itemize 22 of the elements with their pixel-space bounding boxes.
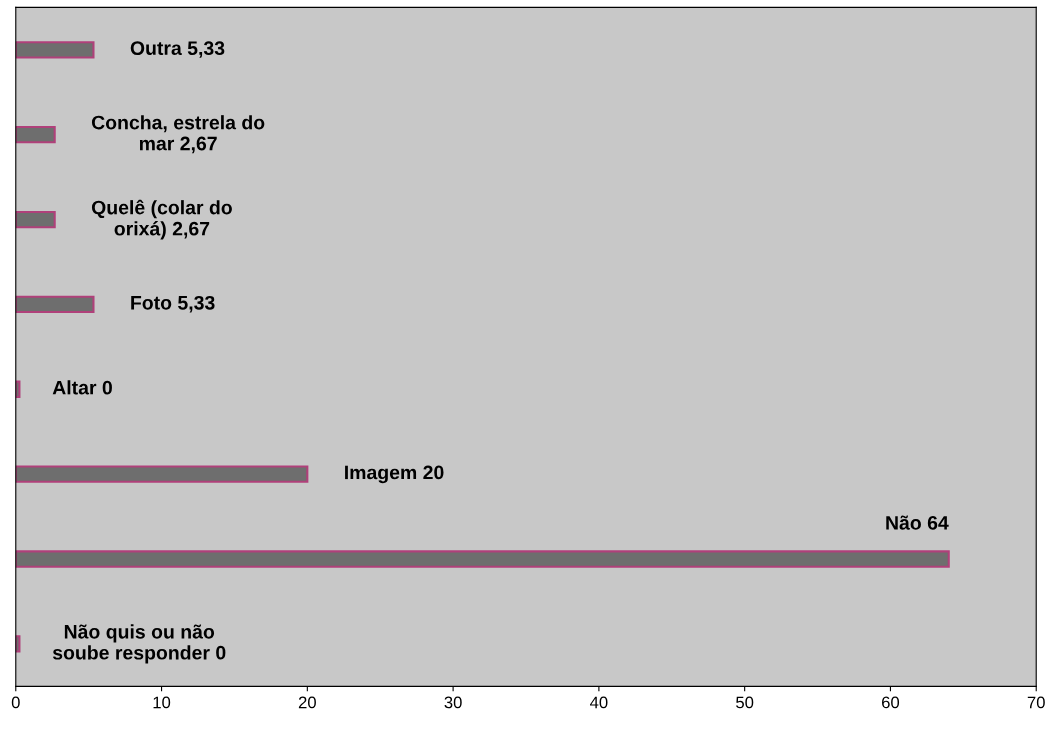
x-tick-label: 20 — [298, 696, 316, 709]
x-tick-label: 70 — [1027, 696, 1045, 709]
bar — [15, 41, 95, 59]
x-tick-label: 0 — [11, 696, 20, 709]
bar — [15, 550, 950, 568]
bar — [15, 210, 56, 229]
category-label: Não 64 — [886, 515, 949, 530]
category-label: Imagem 20 — [345, 465, 444, 484]
x-tick-label: 30 — [444, 696, 462, 709]
x-tick-label: 10 — [153, 696, 171, 709]
category-label: Foto 5,33 — [131, 295, 215, 313]
category-label: Altar 0 — [52, 380, 112, 395]
category-label: Concha, estrela do mar 2,67 — [91, 115, 265, 154]
category-label: Quelê (colar do orixá) 2,67 — [91, 199, 232, 240]
x-tick-label: 40 — [590, 696, 608, 709]
category-label: Não quis ou não soube responder 0 — [52, 624, 226, 664]
x-tick-label: 60 — [882, 696, 900, 709]
x-tick-label: 50 — [736, 696, 754, 709]
bar — [15, 126, 56, 144]
category-label: Outra 5,33 — [130, 41, 225, 58]
bar — [15, 465, 309, 483]
bar — [15, 295, 95, 314]
